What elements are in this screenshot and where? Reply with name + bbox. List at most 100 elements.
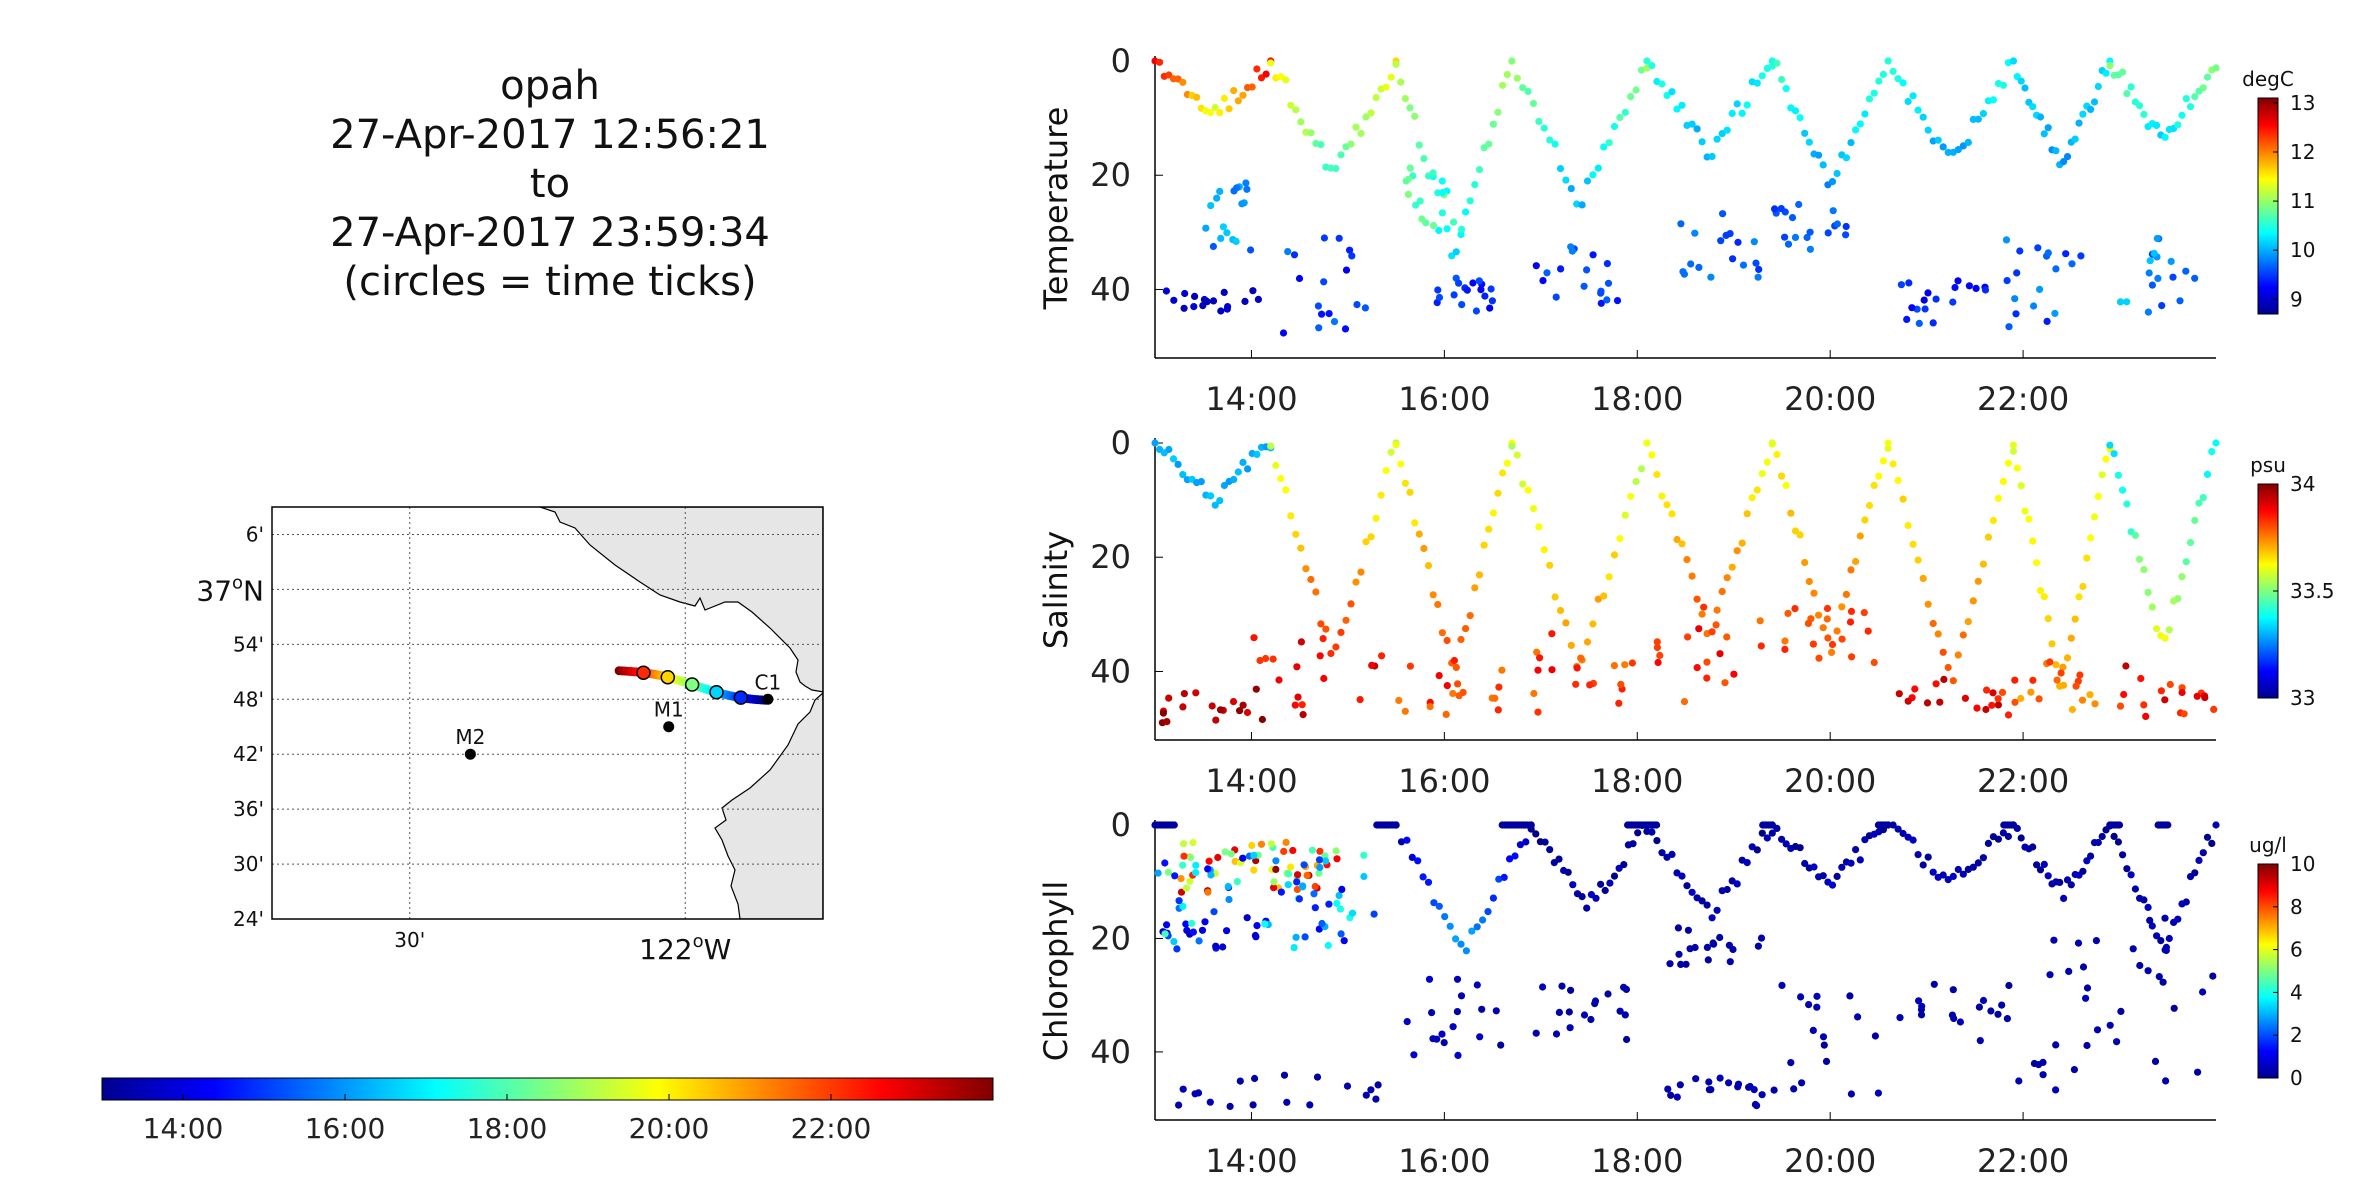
data-point: [1230, 475, 1238, 484]
degree-superscript: o: [232, 572, 243, 593]
data-point: [1546, 136, 1554, 144]
data-point: [1929, 619, 1937, 628]
data-point: [1823, 604, 1832, 613]
data-point: [1452, 663, 1460, 672]
data-point: [1495, 683, 1503, 691]
data-point: [1221, 848, 1229, 856]
data-point: [2148, 281, 2156, 289]
data-point: [1438, 209, 1446, 217]
data-point: [2203, 73, 2212, 81]
data-point: [1773, 59, 1781, 67]
data-point: [1541, 838, 1549, 846]
data-point: [2005, 323, 2013, 331]
data-point: [1249, 287, 1257, 295]
data-point: [1605, 573, 1613, 581]
data-point: [1677, 960, 1685, 969]
data-point: [1924, 126, 1932, 134]
data-point: [1251, 1074, 1259, 1083]
data-point: [1244, 465, 1252, 473]
data-point: [1306, 1101, 1314, 1109]
data-point: [2029, 537, 2037, 545]
data-point: [1778, 835, 1786, 843]
data-point: [1290, 251, 1299, 259]
data-point: [1738, 109, 1746, 117]
data-point: [1424, 878, 1433, 886]
data-point: [1479, 916, 1487, 924]
data-point: [1325, 900, 1333, 908]
data-point: [2036, 587, 2045, 595]
data-point: [2159, 978, 2167, 986]
data-point: [2079, 963, 2088, 971]
data-point: [1658, 492, 1666, 500]
data-point: [2092, 937, 2100, 945]
data-point: [1156, 58, 1164, 66]
data-point: [1429, 591, 1437, 599]
data-point: [1819, 624, 1827, 632]
data-point: [1343, 1082, 1352, 1090]
data-point: [1768, 440, 1776, 448]
data-point: [1540, 546, 1548, 554]
data-point: [1397, 460, 1405, 468]
data-point: [1253, 65, 1261, 73]
data-point: [1979, 854, 1987, 862]
data-point: [1805, 577, 1813, 586]
data-point: [1698, 138, 1706, 146]
colorbar-tick-label: 13: [2290, 91, 2315, 115]
data-point: [1838, 863, 1846, 871]
data-point: [1224, 882, 1232, 891]
data-point: [1860, 609, 1868, 617]
data-point: [1889, 67, 1897, 75]
data-point: [1567, 641, 1575, 650]
data-point: [1401, 479, 1409, 487]
data-point: [2186, 538, 2195, 547]
data-point: [1909, 92, 1917, 100]
data-point: [1725, 1079, 1733, 1087]
data-point: [1899, 79, 1907, 87]
data-point: [1207, 202, 1215, 210]
data-point: [1668, 850, 1676, 859]
data-point: [1303, 871, 1311, 880]
data-point: [2191, 93, 2199, 101]
data-point: [2086, 691, 2094, 699]
data-point: [2059, 663, 2067, 671]
data-point: [1723, 126, 1731, 134]
data-point: [1316, 652, 1324, 660]
data-point: [2048, 640, 2056, 648]
data-point: [1337, 930, 1345, 938]
data-point: [1347, 600, 1355, 608]
x-tick-label: 22:00: [1977, 380, 2069, 418]
data-point: [2087, 852, 2095, 860]
data-point: [1519, 84, 1527, 92]
map-lat-tick-label: 37oN: [196, 572, 264, 607]
data-point: [1449, 1023, 1457, 1031]
data-point: [1438, 1030, 1446, 1038]
data-point: [1294, 871, 1302, 879]
data-point: [1503, 71, 1511, 79]
data-point: [1223, 927, 1231, 935]
data-point: [1989, 689, 1997, 697]
station-marker: [663, 721, 675, 733]
data-point: [1499, 469, 1507, 477]
data-point: [1401, 95, 1409, 103]
data-point: [1801, 558, 1809, 567]
data-point: [1889, 460, 1897, 468]
data-point: [1161, 930, 1169, 938]
data-point: [1315, 324, 1323, 332]
data-point: [1616, 535, 1624, 543]
data-point: [2161, 696, 2169, 704]
data-point: [2114, 838, 2122, 846]
data-point: [1738, 539, 1746, 547]
colorbar-unit-label: psu: [2250, 453, 2286, 477]
x-tick-label: 20:00: [1784, 1142, 1876, 1180]
data-point: [1471, 181, 1479, 189]
data-point: [1252, 933, 1260, 941]
data-point: [2178, 111, 2186, 119]
data-point: [1392, 821, 1400, 829]
data-point: [1362, 538, 1370, 546]
map-lon-tick-label: 30': [394, 928, 425, 952]
data-point: [1443, 682, 1451, 690]
data-point: [2199, 849, 2207, 857]
data-point: [1435, 293, 1444, 302]
data-point: [1382, 467, 1390, 475]
data-point: [1939, 648, 1947, 656]
